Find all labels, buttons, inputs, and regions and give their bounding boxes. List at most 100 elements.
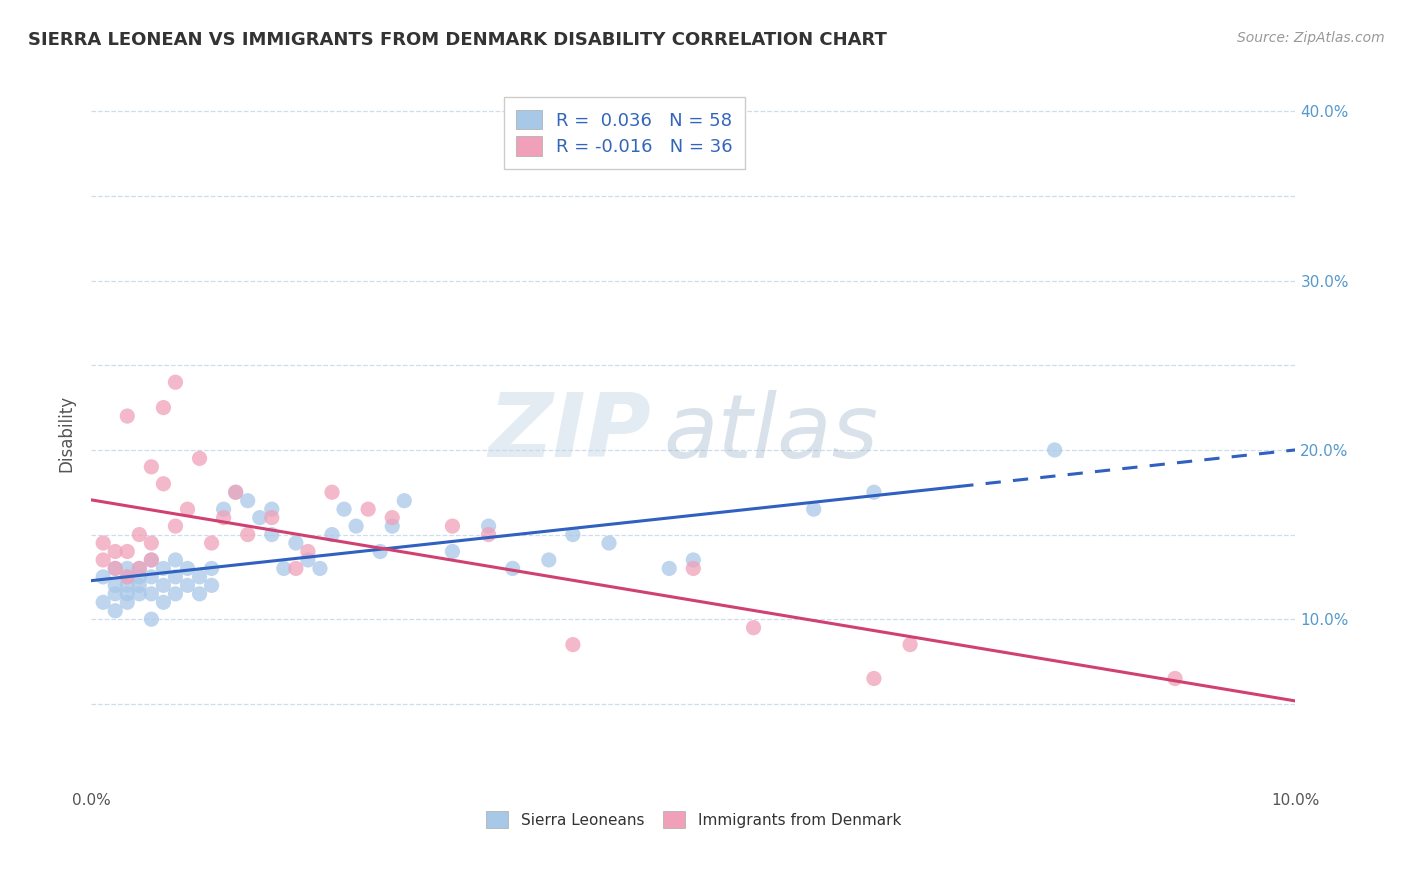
Point (152, 476, 174, 491)
Point (152, 401, 174, 415)
Point (381, 510, 404, 524)
Point (128, 527, 150, 541)
Point (128, 561, 150, 575)
Point (141, 536, 163, 550)
Point (176, 502, 198, 516)
Point (1164, 672, 1187, 686)
Point (117, 570, 139, 584)
Point (128, 578, 150, 592)
Point (502, 561, 524, 575)
Point (260, 510, 283, 524)
Point (91, 536, 114, 550)
Legend: Sierra Leoneans, Immigrants from Denmark: Sierra Leoneans, Immigrants from Denmark (479, 805, 907, 834)
Point (117, 561, 139, 575)
Point (477, 527, 499, 541)
Point (104, 561, 127, 575)
Point (357, 502, 380, 516)
Point (104, 604, 127, 618)
Point (368, 544, 391, 558)
Point (1043, 442, 1066, 457)
Point (598, 536, 620, 550)
Point (188, 587, 211, 601)
Point (117, 578, 139, 592)
Point (188, 451, 211, 466)
Point (863, 672, 886, 686)
Point (309, 561, 332, 575)
Point (381, 519, 404, 533)
Point (682, 553, 704, 567)
Point (165, 553, 187, 567)
Point (682, 561, 704, 575)
Point (212, 502, 235, 516)
Point (176, 578, 198, 592)
Point (128, 587, 150, 601)
Point (176, 561, 198, 575)
Point (152, 595, 174, 609)
Point (273, 561, 295, 575)
Point (394, 493, 416, 508)
Point (898, 638, 921, 652)
Point (658, 561, 681, 575)
Point (284, 561, 307, 575)
Point (441, 519, 464, 533)
Point (165, 375, 187, 389)
Point (117, 587, 139, 601)
Point (165, 519, 187, 533)
Point (141, 459, 163, 474)
Point (141, 587, 163, 601)
Text: Source: ZipAtlas.com: Source: ZipAtlas.com (1237, 31, 1385, 45)
Point (333, 502, 356, 516)
Point (284, 536, 307, 550)
Point (104, 578, 127, 592)
Point (128, 561, 150, 575)
Point (803, 502, 825, 516)
Point (91, 553, 114, 567)
Point (200, 561, 222, 575)
Point (104, 544, 127, 558)
Point (141, 553, 163, 567)
Point (152, 561, 174, 575)
Point (236, 493, 259, 508)
Point (200, 536, 222, 550)
Point (141, 570, 163, 584)
Point (128, 570, 150, 584)
Point (441, 544, 464, 558)
Point (297, 544, 319, 558)
Point (165, 587, 187, 601)
Point (321, 527, 343, 541)
Y-axis label: Disability: Disability (58, 394, 75, 472)
Point (117, 409, 139, 423)
Point (249, 510, 271, 524)
Point (260, 502, 283, 516)
Point (141, 612, 163, 626)
Point (91, 570, 114, 584)
Point (260, 527, 283, 541)
Point (344, 519, 367, 533)
Point (863, 485, 886, 500)
Point (236, 527, 259, 541)
Point (561, 638, 583, 652)
Point (742, 621, 765, 635)
Point (91, 595, 114, 609)
Text: SIERRA LEONEAN VS IMMIGRANTS FROM DENMARK DISABILITY CORRELATION CHART: SIERRA LEONEAN VS IMMIGRANTS FROM DENMAR… (28, 31, 887, 49)
Point (188, 570, 211, 584)
Point (104, 587, 127, 601)
Text: ZIP: ZIP (488, 390, 651, 476)
Point (117, 544, 139, 558)
Point (117, 570, 139, 584)
Text: atlas: atlas (664, 390, 879, 476)
Point (225, 485, 247, 500)
Point (117, 595, 139, 609)
Point (477, 519, 499, 533)
Point (212, 510, 235, 524)
Point (152, 578, 174, 592)
Point (297, 553, 319, 567)
Point (225, 485, 247, 500)
Point (561, 527, 583, 541)
Point (321, 485, 343, 500)
Point (200, 578, 222, 592)
Point (537, 553, 560, 567)
Point (104, 561, 127, 575)
Point (165, 570, 187, 584)
Point (141, 553, 163, 567)
